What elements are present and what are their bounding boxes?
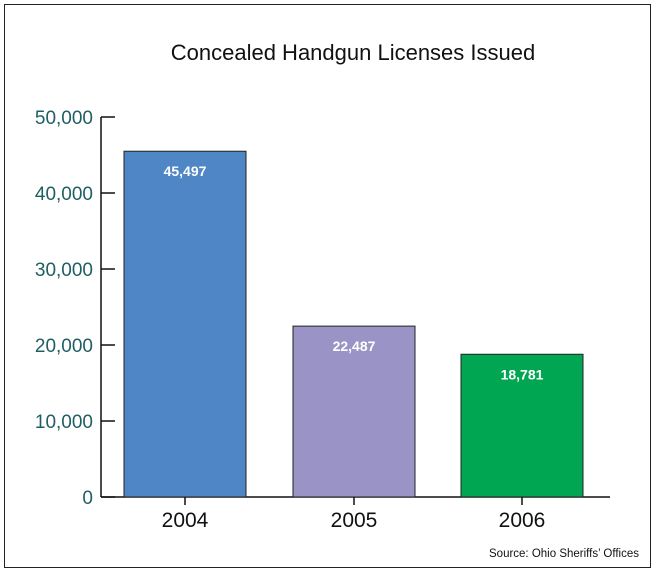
x-tick-label: 2004 [162, 509, 209, 532]
x-tick-label: 2005 [331, 509, 378, 532]
x-tick-label: 2006 [499, 509, 546, 532]
bar-2004 [123, 150, 247, 498]
y-tick-label: 20,000 [35, 336, 93, 357]
plot-area: 0 10,000 20,000 30,000 40,000 50,000 45,497 200… [35, 108, 610, 532]
chart-title: Concealed Handgun Licenses Issued [171, 40, 535, 65]
data-label-2006: 18,781 [501, 366, 544, 382]
y-tick-label: 0 [82, 488, 93, 509]
source-note: Source: Ohio Sheriffs’ Offices [489, 548, 639, 560]
y-tick-label: 40,000 [35, 184, 93, 205]
data-label-2004: 45,497 [164, 163, 207, 179]
data-label-2005: 22,487 [333, 338, 376, 354]
y-tick-label: 50,000 [35, 108, 93, 129]
y-tick-label: 10,000 [35, 412, 93, 433]
y-tick-label: 30,000 [35, 260, 93, 281]
